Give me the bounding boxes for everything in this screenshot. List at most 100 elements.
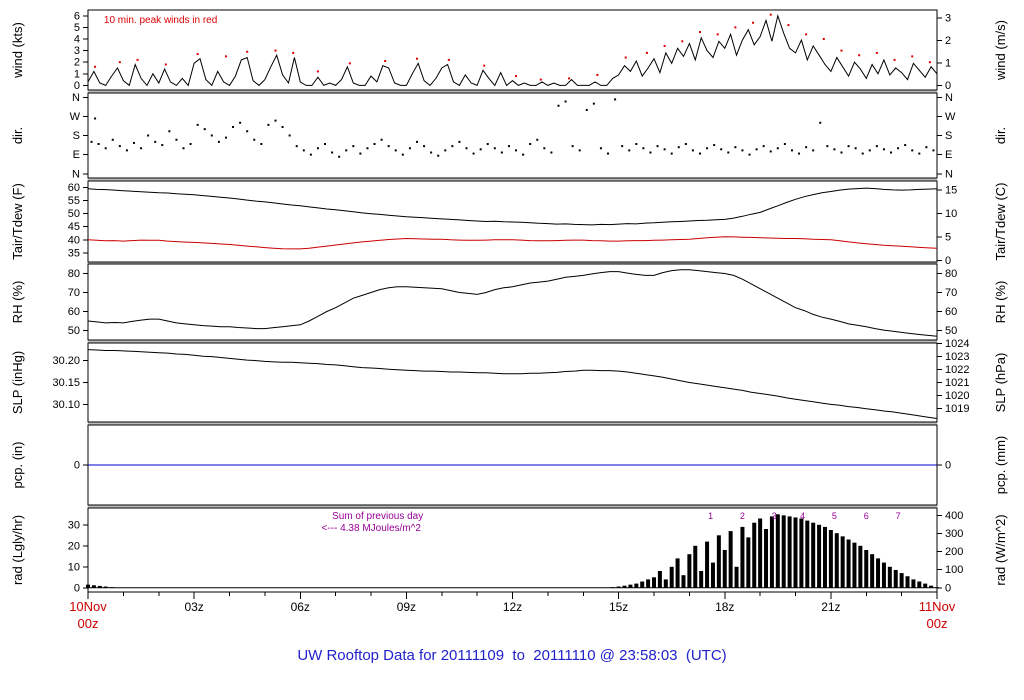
slp-ylabel-right: SLP (hPa) — [993, 353, 1008, 413]
panel-separator — [88, 178, 937, 181]
svg-text:80: 80 — [945, 268, 957, 280]
svg-text:10: 10 — [68, 561, 80, 573]
panel-separator — [88, 340, 937, 343]
rad-ylabel-left: rad (Lgly/hr) — [10, 515, 25, 585]
wind-ylabel-left: wind (kts) — [10, 22, 25, 79]
panel-separator — [88, 262, 937, 264]
tair-ylabel-left: Tair/Tdew (F) — [10, 183, 25, 260]
tair-ylabel-right: Tair/Tdew (C) — [993, 182, 1008, 260]
svg-text:15: 15 — [945, 185, 957, 197]
svg-text:1020: 1020 — [945, 390, 969, 402]
svg-text:N: N — [945, 168, 953, 180]
sea-level-pressure-line — [87, 349, 938, 419]
svg-text:35: 35 — [68, 247, 80, 259]
x-tick-label: 00z — [78, 616, 99, 631]
svg-text:100: 100 — [945, 564, 963, 576]
chart-title: UW Rooftop Data for 20111109 to 20111110… — [297, 647, 727, 664]
relative-humidity-line — [87, 269, 938, 337]
dir-ylabel-right: dir. — [993, 127, 1008, 144]
svg-text:30: 30 — [68, 519, 80, 531]
svg-text:55: 55 — [68, 195, 80, 207]
x-tick-label: 12z — [503, 600, 522, 614]
svg-text:W: W — [70, 111, 81, 123]
svg-text:0: 0 — [945, 80, 951, 92]
svg-text:60: 60 — [945, 306, 957, 318]
svg-text:400: 400 — [945, 510, 963, 522]
svg-text:0: 0 — [74, 80, 80, 92]
x-axis: 10Nov 00z 03z 06z 09z 12z 15z 18z 21z 11Nov 00z — [69, 592, 956, 631]
svg-text:W: W — [945, 111, 956, 123]
x-tick-label: 06z — [291, 600, 310, 614]
tair-line — [87, 187, 938, 226]
svg-text:N: N — [945, 92, 953, 104]
tdew-line — [87, 236, 938, 250]
svg-text:1021: 1021 — [945, 377, 969, 389]
svg-text:30.20: 30.20 — [52, 355, 80, 367]
rad-annotation: 2 — [740, 511, 745, 521]
dir-ylabel-left: dir. — [10, 127, 25, 144]
rad-annotation: 3 — [772, 511, 777, 521]
svg-text:2: 2 — [74, 57, 80, 69]
svg-text:40: 40 — [68, 234, 80, 246]
svg-text:70: 70 — [68, 287, 80, 299]
svg-text:1022: 1022 — [945, 364, 969, 376]
rad-annotation: 6 — [864, 511, 869, 521]
wind-speed-line — [87, 13, 938, 87]
rh-panel: 50 60 70 80 50 60 70 80 RH (%) RH (%) — [10, 263, 1008, 341]
svg-text:60: 60 — [68, 182, 80, 194]
x-tick-label: 21z — [821, 600, 840, 614]
svg-text:300: 300 — [945, 528, 963, 540]
svg-text:5: 5 — [945, 232, 951, 244]
rad-annotation: <--- 4.38 MJoules/m^2 — [321, 523, 421, 534]
x-tick-label: 11Nov — [919, 599, 956, 614]
rad-ylabel-right: rad (W/m^2) — [993, 514, 1008, 585]
svg-text:2: 2 — [945, 35, 951, 47]
svg-text:0: 0 — [945, 460, 951, 472]
svg-text:3: 3 — [74, 45, 80, 57]
svg-text:0: 0 — [74, 582, 80, 594]
svg-text:1: 1 — [74, 68, 80, 80]
x-tick-label: 10Nov — [69, 599, 107, 614]
svg-text:200: 200 — [945, 546, 963, 558]
rad-annotation: 4 — [800, 511, 805, 521]
svg-text:N: N — [72, 168, 80, 180]
wind-ylabel-right: wind (m/s) — [993, 20, 1008, 81]
svg-text:60: 60 — [68, 306, 80, 318]
svg-text:3: 3 — [945, 12, 951, 24]
svg-text:1023: 1023 — [945, 351, 969, 363]
svg-text:5: 5 — [74, 22, 80, 34]
panel-separator — [88, 90, 937, 93]
svg-text:1019: 1019 — [945, 403, 969, 415]
x-tick-label: 00z — [927, 616, 948, 631]
x-tick-label: 09z — [397, 600, 416, 614]
svg-text:20: 20 — [68, 540, 80, 552]
svg-text:S: S — [945, 130, 952, 142]
rad-annotation: 7 — [896, 511, 901, 521]
x-tick-label: 15z — [609, 600, 628, 614]
rh-ylabel-right: RH (%) — [993, 281, 1008, 324]
svg-text:4: 4 — [74, 33, 80, 45]
svg-text:50: 50 — [945, 325, 957, 337]
svg-text:45: 45 — [68, 221, 80, 233]
panel-separator — [88, 422, 937, 425]
svg-text:1024: 1024 — [945, 338, 969, 350]
svg-text:E: E — [73, 149, 80, 161]
svg-text:80: 80 — [68, 268, 80, 280]
rad-annotation: Sum of previous day — [332, 511, 423, 522]
svg-text:30.15: 30.15 — [52, 377, 80, 389]
rad-annotation: 1 — [708, 511, 713, 521]
svg-text:0: 0 — [74, 460, 80, 472]
rh-yticks: 50 60 70 80 50 60 70 80 — [68, 268, 958, 337]
panel-separator — [88, 505, 937, 508]
